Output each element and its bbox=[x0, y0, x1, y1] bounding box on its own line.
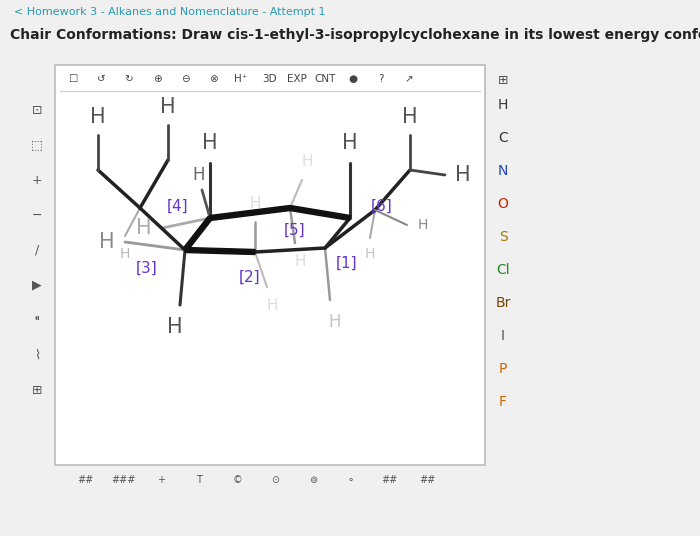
Text: Br: Br bbox=[496, 296, 511, 310]
Text: CNT: CNT bbox=[314, 74, 336, 84]
Text: N: N bbox=[498, 164, 508, 178]
Text: /: / bbox=[35, 243, 39, 257]
Text: −: − bbox=[32, 209, 42, 221]
Text: O: O bbox=[498, 197, 508, 211]
Text: H: H bbox=[294, 254, 306, 269]
Text: H: H bbox=[342, 133, 358, 153]
Text: 3D: 3D bbox=[262, 74, 276, 84]
Text: ●: ● bbox=[349, 74, 358, 84]
Text: [6]: [6] bbox=[371, 198, 393, 213]
Text: F: F bbox=[499, 395, 507, 409]
Polygon shape bbox=[290, 205, 351, 220]
Text: [3]: [3] bbox=[136, 260, 158, 276]
Text: H: H bbox=[365, 247, 375, 261]
Text: ↻: ↻ bbox=[125, 74, 134, 84]
Text: H: H bbox=[266, 297, 278, 312]
Text: T: T bbox=[196, 475, 202, 485]
Text: H: H bbox=[90, 107, 106, 127]
Text: +: + bbox=[32, 174, 42, 187]
Text: ⊚: ⊚ bbox=[309, 475, 317, 485]
Text: H: H bbox=[202, 133, 218, 153]
Polygon shape bbox=[185, 248, 255, 255]
Text: C: C bbox=[498, 131, 508, 145]
Text: [1]: [1] bbox=[336, 256, 358, 271]
Text: H: H bbox=[193, 166, 205, 184]
Text: H: H bbox=[167, 317, 183, 337]
Text: H: H bbox=[455, 165, 471, 185]
Polygon shape bbox=[183, 217, 212, 251]
Polygon shape bbox=[210, 205, 290, 220]
Text: ##: ## bbox=[381, 475, 397, 485]
Text: ⊞: ⊞ bbox=[498, 73, 508, 86]
Text: P: P bbox=[499, 362, 508, 376]
Text: H: H bbox=[99, 232, 115, 252]
Text: Chair Conformations: Draw cis-1-ethyl-3-isopropylcyclohexane in its lowest energ: Chair Conformations: Draw cis-1-ethyl-3-… bbox=[10, 28, 700, 42]
Text: H: H bbox=[402, 107, 418, 127]
Text: S: S bbox=[498, 230, 508, 244]
Text: ⚬: ⚬ bbox=[347, 475, 355, 485]
Text: H: H bbox=[418, 218, 428, 232]
Text: [4]: [4] bbox=[167, 198, 189, 213]
Text: ⊕: ⊕ bbox=[153, 74, 162, 84]
Text: H: H bbox=[498, 98, 508, 112]
Text: ⬚: ⬚ bbox=[31, 138, 43, 152]
Text: H⁺: H⁺ bbox=[234, 74, 248, 84]
Text: [2]: [2] bbox=[239, 270, 261, 285]
Text: ⌇: ⌇ bbox=[34, 348, 40, 361]
Text: ⊙: ⊙ bbox=[271, 475, 279, 485]
Text: ⊡: ⊡ bbox=[32, 103, 42, 116]
Text: ##: ## bbox=[77, 475, 93, 485]
Text: EXP: EXP bbox=[287, 74, 307, 84]
Text: ⊗: ⊗ bbox=[209, 74, 218, 84]
Text: ###: ### bbox=[111, 475, 135, 485]
Text: H: H bbox=[136, 218, 152, 238]
Text: ⊖: ⊖ bbox=[181, 74, 190, 84]
FancyBboxPatch shape bbox=[55, 65, 485, 465]
Text: ↺: ↺ bbox=[97, 74, 106, 84]
Text: ⊞: ⊞ bbox=[32, 383, 42, 397]
Text: +: + bbox=[157, 475, 165, 485]
Text: ##: ## bbox=[419, 475, 435, 485]
Text: I: I bbox=[501, 329, 505, 343]
Text: ⁌: ⁌ bbox=[34, 314, 40, 326]
Text: ▶: ▶ bbox=[32, 279, 42, 292]
Text: H: H bbox=[120, 247, 130, 261]
Text: ?: ? bbox=[378, 74, 384, 84]
Text: ↗: ↗ bbox=[405, 74, 414, 84]
Text: H: H bbox=[249, 197, 260, 212]
Text: [5]: [5] bbox=[284, 222, 306, 237]
Text: H: H bbox=[301, 154, 313, 169]
Text: < Homework 3 - Alkanes and Nomenclature - Attempt 1: < Homework 3 - Alkanes and Nomenclature … bbox=[14, 7, 326, 17]
Text: ☐: ☐ bbox=[69, 74, 78, 84]
Text: H: H bbox=[329, 313, 342, 331]
Text: Cl: Cl bbox=[496, 263, 510, 277]
Text: ©: © bbox=[232, 475, 242, 485]
Text: H: H bbox=[160, 97, 176, 117]
